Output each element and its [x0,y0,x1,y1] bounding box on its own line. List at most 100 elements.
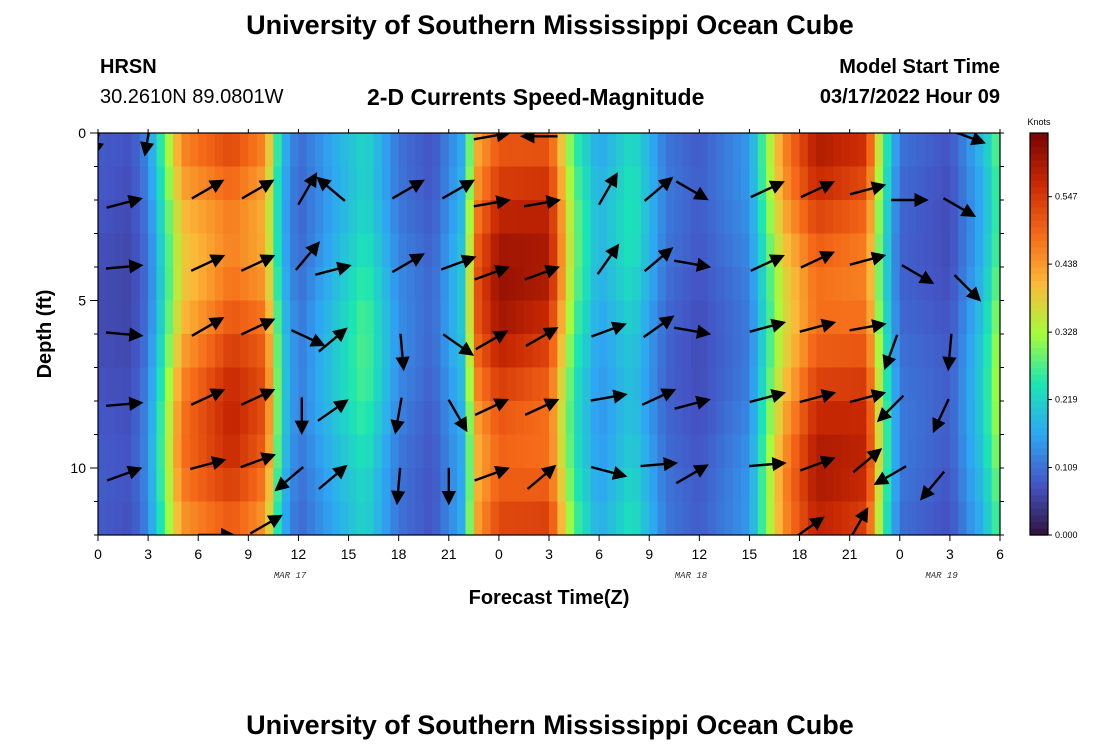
heatmap-cell [189,367,199,402]
heatmap-cell [807,133,817,168]
heatmap-cell [273,434,283,469]
heatmap-cell [173,334,183,369]
heatmap-cell [373,468,383,503]
heatmap-cell [298,501,308,535]
heatmap-cell [615,267,625,302]
heatmap-cell [248,133,258,168]
heatmap-cell [473,300,483,335]
heatmap-cell [941,200,951,235]
heatmap-cell [974,300,984,335]
y-tick-label: 5 [78,293,86,309]
heatmap-cell [148,434,158,469]
heatmap-cell [432,334,442,369]
heatmap-cell [690,200,700,235]
heatmap-cell [958,367,968,402]
heatmap-cell [607,267,617,302]
heatmap-cell [181,401,191,436]
heatmap-cell [415,468,425,503]
heatmap-cell [407,468,416,503]
heatmap-cell [465,401,475,436]
heatmap-cell [649,233,659,268]
heatmap-cell [640,334,650,369]
heatmap-cell [206,401,216,436]
heatmap-cell [640,367,650,402]
heatmap-cell [131,166,141,201]
heatmap-cell [448,166,458,201]
heatmap-cell [256,334,266,369]
heatmap-cell [624,133,634,168]
heatmap-cell [281,367,291,402]
chart-subtitle: 2-D Currents Speed-Magnitude [367,84,705,110]
heatmap-cell [682,334,692,369]
heatmap-cell [774,334,784,369]
heatmap-cell [440,334,450,369]
heatmap-cell [899,401,909,436]
heatmap-cell [807,367,817,402]
heatmap-cell [448,468,458,503]
colorbar-segment [1030,327,1048,335]
heatmap-cell [265,501,274,535]
heatmap-cell [248,401,258,436]
heatmap-cell [540,468,550,503]
colorbar-segment [1030,153,1048,161]
heatmap-cell [523,233,533,268]
colorbar-segment [1030,166,1048,174]
current-arrows [98,133,986,535]
colorbar-segment [1030,354,1048,362]
current-arrow [317,399,349,422]
heatmap-cell [874,300,884,335]
heatmap-cell [690,133,700,168]
heatmap-cell [624,166,634,201]
colorbar-segment [1030,159,1048,168]
current-arrow [643,247,674,273]
heatmap-cell [239,133,249,168]
heatmap-cell [883,334,893,369]
heatmap-cell [340,468,350,503]
heatmap-cell [106,233,116,268]
heatmap-cell [390,401,400,436]
heatmap-cell [590,434,600,469]
heatmap-cell [515,133,525,168]
heatmap-cell [707,367,717,402]
heatmap-cell [398,300,408,335]
heatmap-cell [440,233,450,268]
heatmap-cell [657,200,667,235]
heatmap-cell [432,468,442,503]
heatmap-cell [440,468,450,503]
heatmap-cell [415,501,425,535]
heatmap-cell [331,133,341,168]
x-tick-label: 15 [341,546,357,562]
heatmap-cell [933,133,943,168]
current-arrow [240,452,277,469]
heatmap-cell [390,468,400,503]
heatmap-cell [908,401,918,436]
heatmap-cell [181,200,191,235]
heatmap-cell [315,434,325,469]
heatmap-cell [674,267,684,302]
heatmap-cell [365,200,375,235]
heatmap-cell [315,233,325,268]
heatmap-cell [707,233,717,268]
heatmap-cell [858,267,867,302]
colorbar-segment [1030,233,1048,241]
heatmap-cell [665,434,675,469]
heatmap-cell [106,434,116,469]
current-arrow [849,181,887,196]
current-arrow [190,388,226,406]
heatmap-cell [891,434,901,469]
heatmap-cell [899,501,909,535]
heatmap-cell [924,300,934,335]
heatmap-cell [298,133,308,168]
colorbar-segment [1030,454,1048,462]
heatmap-cell [440,166,450,201]
heatmap-cell [757,468,767,503]
current-arrow [799,455,836,472]
heatmap-cell [574,166,584,201]
heatmap-cell [139,200,149,235]
heatmap-cell [916,501,926,535]
heatmap-cell [674,434,684,469]
current-arrow [749,389,787,404]
heatmap-cell [340,267,350,302]
heatmap-cell [348,434,358,469]
colorbar-segment [1030,360,1048,369]
